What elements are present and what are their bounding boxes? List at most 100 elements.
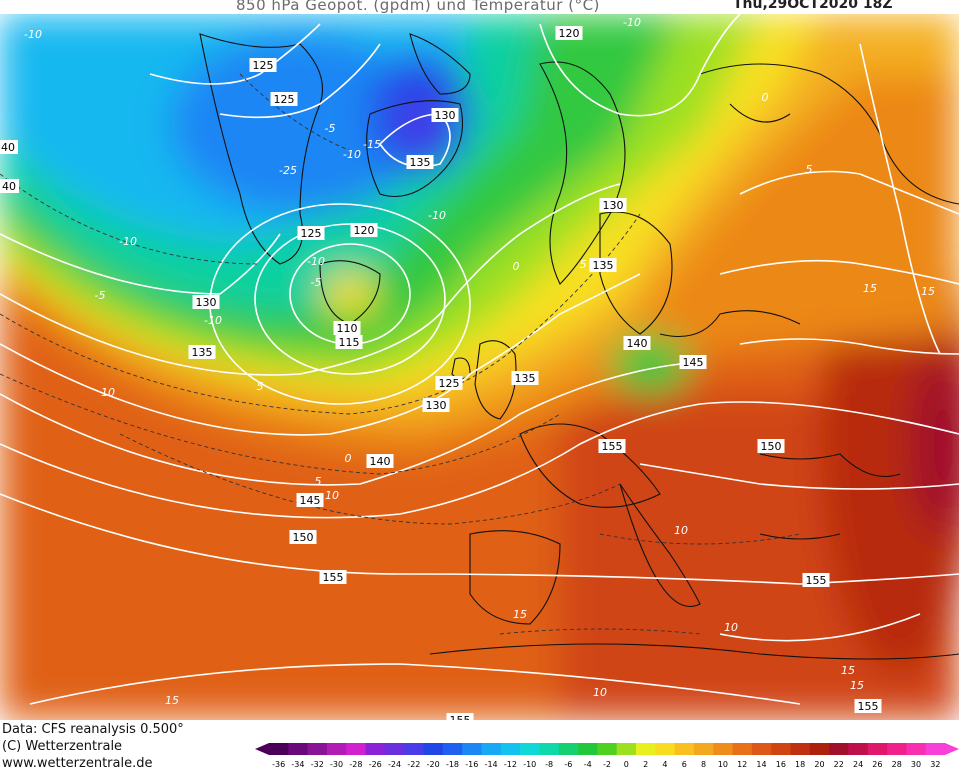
colorbar-segment <box>539 743 560 755</box>
temperature-label: -5 <box>311 276 322 289</box>
colorbar-tick-label: -14 <box>485 760 498 769</box>
temperature-label: 5 <box>580 258 587 271</box>
svg-text:125: 125 <box>439 377 460 390</box>
colorbar-segment <box>442 743 463 755</box>
coastlines <box>199 33 959 660</box>
temperature-label: -10 <box>428 209 446 222</box>
geopotential-label: 155 <box>319 570 347 584</box>
colorbar-tick-label: -20 <box>427 760 440 769</box>
colorbar-tick-label: -36 <box>272 760 285 769</box>
colorbar-segment <box>674 743 695 755</box>
svg-text:110: 110 <box>337 322 358 335</box>
geopotential-label: 110 <box>333 321 361 335</box>
svg-text:150: 150 <box>761 440 782 453</box>
colorbar-tick-label: 18 <box>795 760 805 769</box>
geopotential-label: 120 <box>350 223 378 237</box>
geopotential-label: 130 <box>192 295 220 309</box>
svg-text:150: 150 <box>293 531 314 544</box>
temperature-label: 15 <box>513 608 527 621</box>
colorbar-segment <box>500 743 521 755</box>
colorbar-segment <box>751 743 772 755</box>
geopotential-label: 155 <box>598 439 626 453</box>
colorbar-segment <box>404 743 425 755</box>
temperature-label: 5 <box>257 380 264 393</box>
colorbar-right-arrow <box>945 743 959 755</box>
temperature-field <box>0 14 959 720</box>
geopotential-label: 140 <box>623 336 651 350</box>
colorbar-segment <box>558 743 579 755</box>
colorbar-segment <box>771 743 791 755</box>
geopotential-label: 130 <box>599 198 627 212</box>
colorbar-tick-label: -28 <box>349 760 362 769</box>
temperature-label: 10 <box>724 621 738 634</box>
geopotential-label: 145 <box>679 355 707 369</box>
colorbar-tick-label: -4 <box>584 760 592 769</box>
colorbar-tick-label: -24 <box>388 760 401 769</box>
colorbar-tick-label: 4 <box>662 760 667 769</box>
geopotential-label: 140 <box>366 454 394 468</box>
geopotential-label: 120 <box>555 26 583 40</box>
temperature-label: 15 <box>921 285 935 298</box>
svg-text:155: 155 <box>806 574 827 587</box>
colorbar-segment <box>732 743 753 755</box>
colorbar-segment <box>384 743 405 755</box>
temperature-label: 15 <box>165 694 179 707</box>
svg-text:135: 135 <box>515 372 536 385</box>
svg-text:120: 120 <box>559 27 580 40</box>
colorbar-tick-label: -22 <box>407 760 420 769</box>
svg-text:140: 140 <box>370 455 391 468</box>
temperature-label: -5 <box>95 289 106 302</box>
temperature-label: 0 <box>513 260 520 273</box>
geopotential-label: 130 <box>422 398 450 412</box>
colorbar-segment <box>887 743 907 755</box>
colorbar-tick-label: 26 <box>872 760 882 769</box>
colorbar-tick-label: 2 <box>643 760 648 769</box>
svg-text:155: 155 <box>602 440 623 453</box>
colorbar-tick-label: 8 <box>701 760 706 769</box>
colorbar-tick-label: 20 <box>814 760 824 769</box>
website-label: www.wetterzentrale.de <box>2 756 153 771</box>
data-source-label: Data: CFS reanalysis 0.500° <box>2 722 184 737</box>
colorbar-segment <box>906 743 927 755</box>
colorbar-segment <box>578 743 598 755</box>
colorbar-tick-label: 0 <box>624 760 629 769</box>
geopotential-label: 125 <box>249 58 277 72</box>
temperature-label: 15 <box>841 664 855 677</box>
geopotential-label: 145 <box>296 493 324 507</box>
colorbar-segment <box>655 743 676 755</box>
geopotential-label: 135 <box>511 371 539 385</box>
colorbar-tick-label: -8 <box>545 760 553 769</box>
svg-text:120: 120 <box>354 224 375 237</box>
svg-text:135: 135 <box>192 346 213 359</box>
geopotential-label: 155 <box>802 573 830 587</box>
geopotential-label: 40 <box>0 179 19 193</box>
geopotential-label: 150 <box>757 439 785 453</box>
colorbar-tick-label: 14 <box>756 760 766 769</box>
colorbar-segment <box>790 743 811 755</box>
colorbar-tick-label: 28 <box>892 760 902 769</box>
svg-text:125: 125 <box>301 227 322 240</box>
svg-text:130: 130 <box>435 109 456 122</box>
svg-text:155: 155 <box>450 714 471 720</box>
temperature-label: 5 <box>806 163 813 176</box>
temperature-label: -5 <box>325 122 336 135</box>
colorbar-segment <box>713 743 734 755</box>
temperature-label: 15 <box>863 282 877 295</box>
svg-text:155: 155 <box>323 571 344 584</box>
svg-text:125: 125 <box>274 93 295 106</box>
colorbar-tick-label: 10 <box>718 760 728 769</box>
colorbar-tick-label: -2 <box>603 760 611 769</box>
geopotential-label: 125 <box>297 226 325 240</box>
geopotential-label: 155 <box>446 713 474 720</box>
temperature-label: -10 <box>307 255 325 268</box>
geopotential-label: 135 <box>406 155 434 169</box>
svg-text:140: 140 <box>627 337 648 350</box>
colorbar-segment <box>520 743 540 755</box>
svg-text:40: 40 <box>2 180 16 193</box>
svg-text:130: 130 <box>426 399 447 412</box>
geopotential-contours <box>0 14 959 705</box>
colorbar-tick-label: 32 <box>930 760 940 769</box>
svg-text:135: 135 <box>593 259 614 272</box>
